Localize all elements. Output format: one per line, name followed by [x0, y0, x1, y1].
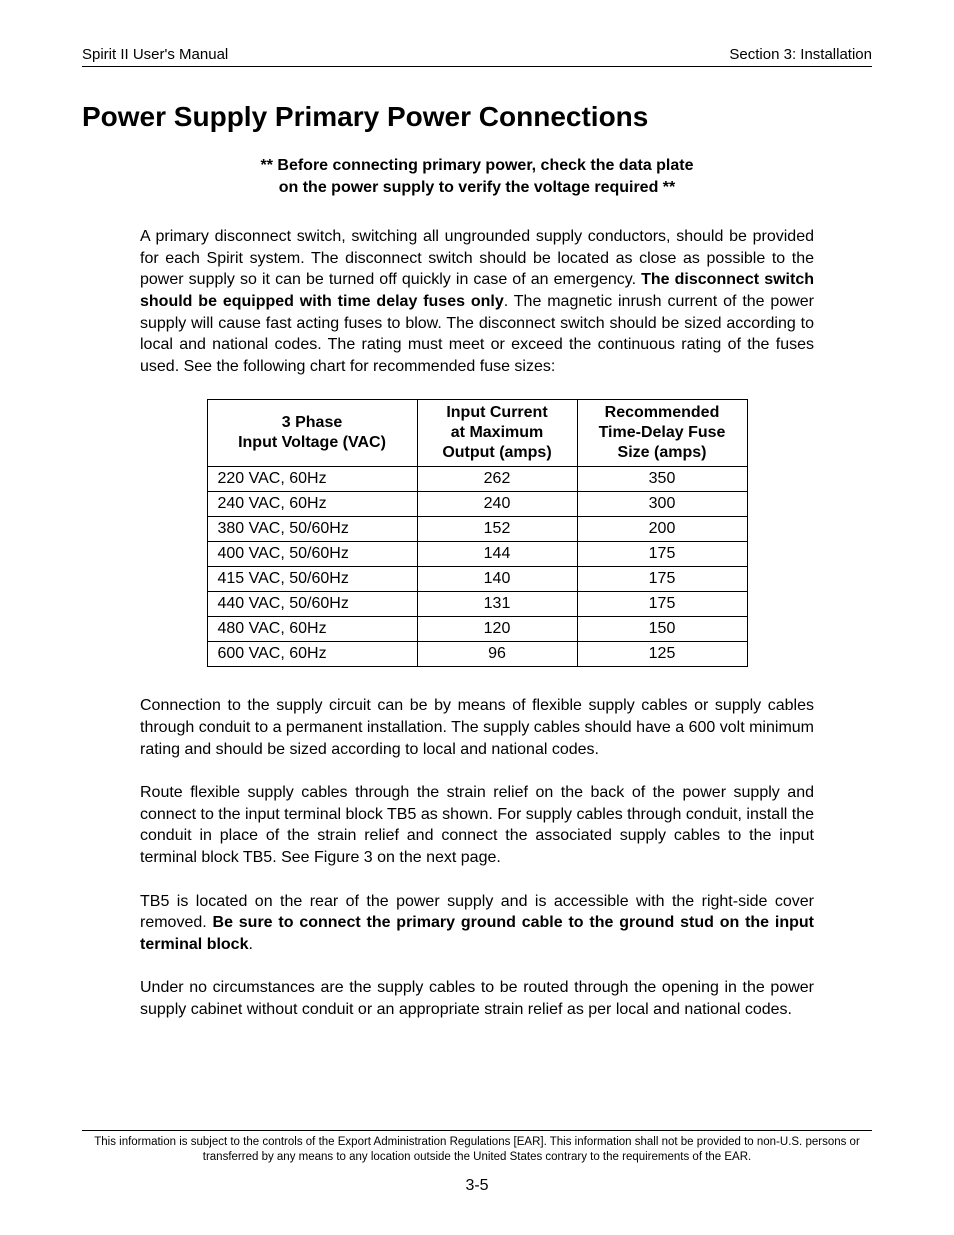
- vertical-spacer: [82, 1042, 872, 1130]
- table-row: 400 VAC, 50/60Hz144175: [207, 542, 747, 567]
- page-title: Power Supply Primary Power Connections: [82, 101, 872, 133]
- col-voltage-header-l2: Input Voltage (VAC): [238, 434, 386, 451]
- header-left: Spirit II User's Manual: [82, 46, 228, 63]
- fuse-cell: 150: [577, 617, 747, 642]
- voltage-cell: 400 VAC, 50/60Hz: [207, 542, 417, 567]
- fuse-cell: 175: [577, 542, 747, 567]
- table-header-row: 3 Phase Input Voltage (VAC) Input Curren…: [207, 400, 747, 467]
- page-footer: This information is subject to the contr…: [82, 1130, 872, 1195]
- current-cell: 240: [417, 492, 577, 517]
- current-cell: 140: [417, 567, 577, 592]
- col-current-header: Input Current at Maximum Output (amps): [417, 400, 577, 467]
- current-cell: 131: [417, 592, 577, 617]
- fuse-cell: 125: [577, 642, 747, 667]
- fuse-cell: 350: [577, 467, 747, 492]
- header-right: Section 3: Installation: [729, 46, 872, 63]
- fuse-cell: 200: [577, 517, 747, 542]
- no-unprotected-routing-paragraph: Under no circumstances are the supply ca…: [140, 977, 814, 1020]
- notice-line2: on the power supply to verify the voltag…: [279, 179, 676, 196]
- fuse-cell: 175: [577, 567, 747, 592]
- col-voltage-header: 3 Phase Input Voltage (VAC): [207, 400, 417, 467]
- table-row: 600 VAC, 60Hz96125: [207, 642, 747, 667]
- col-fuse-header-l2: Time-Delay Fuse: [599, 424, 726, 441]
- table-row: 380 VAC, 50/60Hz152200: [207, 517, 747, 542]
- voltage-cell: 600 VAC, 60Hz: [207, 642, 417, 667]
- voltage-cell: 380 VAC, 50/60Hz: [207, 517, 417, 542]
- col-fuse-header: Recommended Time-Delay Fuse Size (amps): [577, 400, 747, 467]
- voltage-cell: 415 VAC, 50/60Hz: [207, 567, 417, 592]
- col-current-header-l1: Input Current: [446, 404, 547, 421]
- col-fuse-header-l1: Recommended: [605, 404, 720, 421]
- fuse-cell: 175: [577, 592, 747, 617]
- col-voltage-header-l1: 3 Phase: [282, 414, 342, 431]
- table-row: 240 VAC, 60Hz240300: [207, 492, 747, 517]
- col-current-header-l3: Output (amps): [442, 444, 551, 461]
- disconnect-switch-paragraph: A primary disconnect switch, switching a…: [140, 226, 814, 377]
- table-row: 440 VAC, 50/60Hz131175: [207, 592, 747, 617]
- fuse-size-table: 3 Phase Input Voltage (VAC) Input Curren…: [207, 399, 748, 667]
- voltage-cell: 220 VAC, 60Hz: [207, 467, 417, 492]
- para4-bold: Be sure to connect the primary ground ca…: [140, 914, 814, 953]
- table-row: 220 VAC, 60Hz262350: [207, 467, 747, 492]
- page: Spirit II User's Manual Section 3: Insta…: [0, 0, 954, 1235]
- col-fuse-header-l3: Size (amps): [618, 444, 707, 461]
- fuse-table-body: 220 VAC, 60Hz262350240 VAC, 60Hz24030038…: [207, 467, 747, 667]
- current-cell: 144: [417, 542, 577, 567]
- fuse-cell: 300: [577, 492, 747, 517]
- voltage-cell: 240 VAC, 60Hz: [207, 492, 417, 517]
- table-row: 480 VAC, 60Hz120150: [207, 617, 747, 642]
- current-cell: 96: [417, 642, 577, 667]
- preconnect-notice: ** Before connecting primary power, chec…: [82, 155, 872, 198]
- table-row: 415 VAC, 50/60Hz140175: [207, 567, 747, 592]
- page-number: 3-5: [82, 1177, 872, 1195]
- tb5-location-paragraph: TB5 is located on the rear of the power …: [140, 891, 814, 956]
- voltage-cell: 480 VAC, 60Hz: [207, 617, 417, 642]
- voltage-cell: 440 VAC, 50/60Hz: [207, 592, 417, 617]
- notice-line1: ** Before connecting primary power, chec…: [260, 157, 693, 174]
- supply-circuit-paragraph: Connection to the supply circuit can be …: [140, 695, 814, 760]
- routing-paragraph: Route flexible supply cables through the…: [140, 782, 814, 868]
- col-current-header-l2: at Maximum: [451, 424, 543, 441]
- current-cell: 152: [417, 517, 577, 542]
- current-cell: 120: [417, 617, 577, 642]
- running-header: Spirit II User's Manual Section 3: Insta…: [82, 46, 872, 67]
- current-cell: 262: [417, 467, 577, 492]
- para4-c: .: [248, 936, 252, 953]
- export-control-notice: This information is subject to the contr…: [82, 1135, 872, 1165]
